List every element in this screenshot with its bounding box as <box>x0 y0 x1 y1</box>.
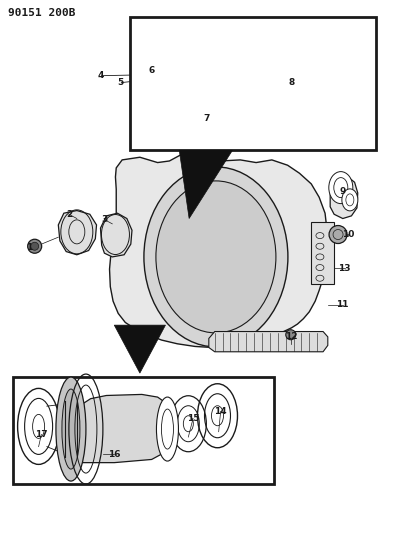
Text: 3: 3 <box>101 215 108 224</box>
Text: 12: 12 <box>285 333 298 341</box>
Text: 5: 5 <box>117 78 123 87</box>
Text: 8: 8 <box>288 78 295 87</box>
Text: 16: 16 <box>108 450 121 458</box>
Ellipse shape <box>342 189 358 211</box>
Bar <box>311 222 334 284</box>
Text: 17: 17 <box>35 430 48 439</box>
Bar <box>130 17 376 150</box>
Text: 14: 14 <box>214 407 227 416</box>
Text: 1: 1 <box>26 244 33 252</box>
Text: 2: 2 <box>66 210 72 219</box>
Text: 90151 200B: 90151 200B <box>8 7 75 18</box>
Text: 15: 15 <box>187 414 199 423</box>
Text: 13: 13 <box>338 264 351 272</box>
Ellipse shape <box>156 181 276 333</box>
Ellipse shape <box>28 239 42 253</box>
Polygon shape <box>68 394 173 463</box>
Ellipse shape <box>286 330 296 340</box>
Ellipse shape <box>329 225 347 244</box>
Text: 10: 10 <box>342 230 355 239</box>
Ellipse shape <box>62 389 80 469</box>
Ellipse shape <box>144 167 288 347</box>
Text: 6: 6 <box>149 66 155 75</box>
Polygon shape <box>58 211 97 255</box>
Ellipse shape <box>31 242 39 251</box>
Text: 9: 9 <box>340 188 346 196</box>
Ellipse shape <box>329 172 353 204</box>
Polygon shape <box>209 332 328 352</box>
Text: 11: 11 <box>336 301 349 309</box>
Polygon shape <box>100 213 132 257</box>
Ellipse shape <box>56 377 86 481</box>
Text: 7: 7 <box>204 114 210 123</box>
Bar <box>13 377 274 484</box>
Ellipse shape <box>156 397 178 461</box>
Polygon shape <box>114 325 165 373</box>
Polygon shape <box>110 155 327 348</box>
Polygon shape <box>330 175 358 219</box>
Polygon shape <box>179 150 232 219</box>
Text: 4: 4 <box>97 71 104 80</box>
